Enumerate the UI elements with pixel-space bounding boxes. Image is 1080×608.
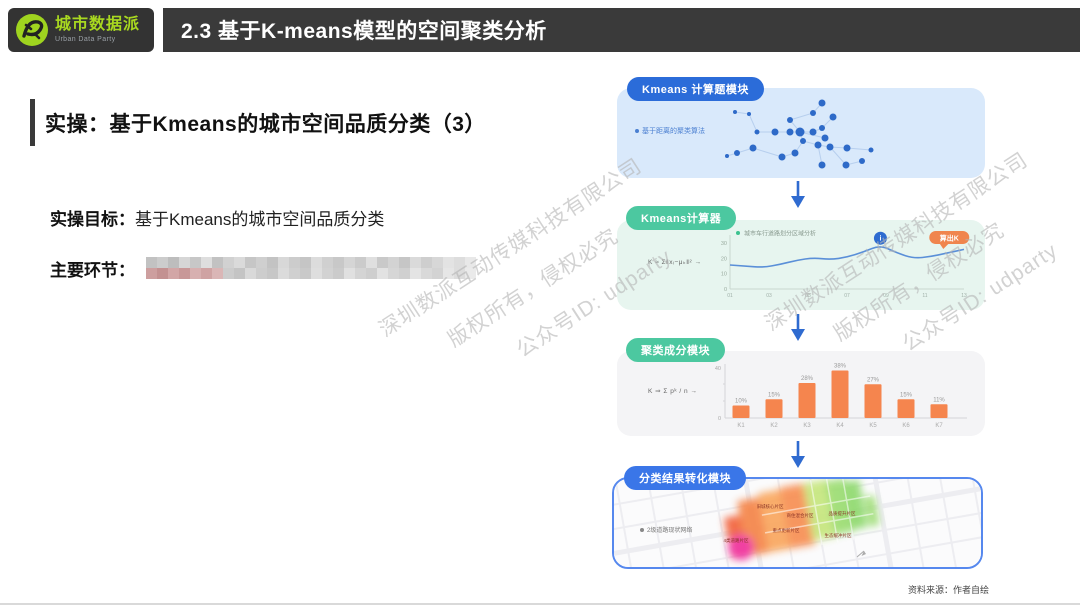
module1-panel: 基于距离的聚类算法 [617,88,985,178]
svg-text:K7: K7 [935,423,943,429]
svg-text:城市车行道路划分区域分析: 城市车行道路划分区域分析 [744,230,816,238]
module2-pill: Kmeans计算器 [626,206,737,230]
svg-text:K3: K3 [803,423,811,429]
module3-pill: 聚类成分模块 [626,338,725,362]
module3-panel: K ⇒ Σ pᵏ / n → 40 0 10% K1 15% K2 28% K3 38% K4 27… [617,351,985,436]
svg-text:K5: K5 [869,423,877,429]
logo-title: 城市数据派 [55,16,141,33]
module2-panel: K ≈ Σ‖xᵢ−μₖ‖² → 30 20 10 0 01 03 05 07 09 11 13 城市车… [617,220,985,310]
scatter-plot [725,99,874,169]
svg-text:20: 20 [721,256,727,262]
section-title: 实操：基于Kmeans的城市空间品质分类（3） [45,113,486,136]
svg-text:商住混合片区: 商住混合片区 [787,512,814,519]
svg-text:05: 05 [805,293,811,299]
svg-text:15%: 15% [900,392,913,398]
svg-text:生态缓冲片区: 生态缓冲片区 [825,532,852,539]
goal-row: 实操目标：基于Kmeans的城市空间品质分类 [50,205,384,230]
censored-mosaic [146,257,476,279]
header-title-bar: 2.3 基于K-means模型的空间聚类分析 [163,8,1080,52]
svg-text:40: 40 [715,366,721,372]
svg-text:4类道路片区: 4类道路片区 [723,537,749,544]
svg-text:K1: K1 [737,423,745,429]
svg-text:10: 10 [721,272,727,278]
svg-text:28%: 28% [801,376,814,382]
flow-arrow-down-icon [789,441,807,468]
svg-text:K2: K2 [770,423,778,429]
svg-text:03: 03 [766,293,772,299]
elbow-chart: 30 20 10 001 03 05 07 09 11 13 城市车行道路划分区域分析 i 算出K [721,230,970,299]
module2-formula: K ≈ Σ‖xᵢ−μₖ‖² → [648,259,702,266]
svg-text:0: 0 [718,416,721,422]
quality-heatmap [723,479,880,561]
steps-label: 主要环节： [50,261,135,280]
svg-text:K6: K6 [902,423,910,429]
svg-text:09: 09 [883,293,889,299]
svg-text:重点更新片区: 重点更新片区 [773,527,800,534]
module1-note: 基于距离的聚类算法 [635,126,705,136]
goal-text: 基于Kmeans的城市空间品质分类 [135,210,385,229]
urban-data-party-logo-icon [16,14,48,46]
slide-header-title: 2.3 基于K-means模型的空间聚类分析 [181,20,547,43]
map-compass-icon [856,550,866,558]
svg-text:01: 01 [727,293,733,299]
svg-text:0: 0 [724,287,727,293]
goal-label: 实操目标： [50,210,135,229]
svg-text:27%: 27% [867,377,880,383]
bottom-divider [0,603,1080,605]
logo-block: 城市数据派 Urban Data Party [8,8,154,52]
logo-subtitle: Urban Data Party [55,36,116,43]
bullet-icon [635,129,639,133]
svg-text:i: i [879,236,881,243]
svg-text:11%: 11% [933,397,945,403]
steps-row: 主要环节： [50,256,135,281]
svg-text:38%: 38% [834,364,847,370]
cluster-bar-chart: 40 0 10% K1 15% K2 28% K3 38% K4 27% K5 15% K6 11% K7 [715,364,967,429]
svg-text:13: 13 [961,293,967,299]
module4-pill: 分类结果转化模块 [624,466,746,490]
flow-arrow-down-icon [789,314,807,341]
svg-text:15%: 15% [768,392,781,398]
svg-text:K4: K4 [836,423,844,429]
svg-text:算出K: 算出K [939,234,959,243]
module4-panel: 旧城核心片区 商住混合片区 品质提升片区重点更新片区生态缓冲片区 4类道路片区 2级道… [612,477,983,569]
svg-text:品质提升片区: 品质提升片区 [829,510,856,517]
svg-text:旧城核心片区: 旧城核心片区 [757,503,784,510]
source-note: 资料来源：作者自绘 [908,585,990,595]
section-accent-bar [30,99,35,146]
module3-formula: K ⇒ Σ pᵏ / n → [648,388,698,395]
svg-text:11: 11 [922,293,927,299]
module4-legend: 2级道路现状网络 [640,525,692,534]
module1-pill: Kmeans 计算题模块 [627,77,764,101]
svg-text:07: 07 [844,293,850,299]
svg-text:10%: 10% [735,399,748,405]
svg-text:30: 30 [721,241,727,247]
bullet-icon [640,527,644,532]
flow-arrow-down-icon [789,181,807,208]
